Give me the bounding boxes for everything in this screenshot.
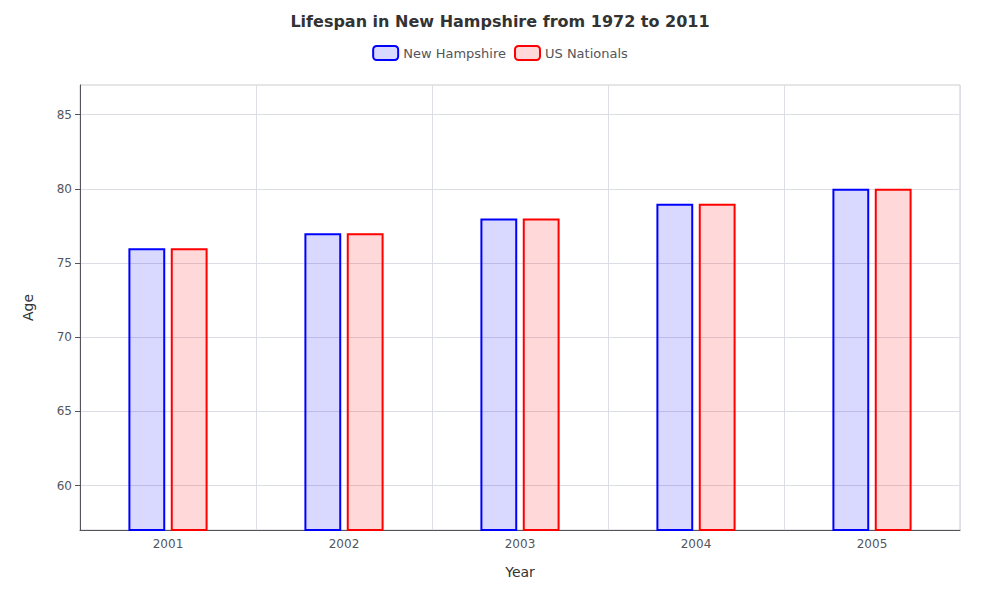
svg-text:Lifespan in New Hampshire from: Lifespan in New Hampshire from 1972 to 2… — [290, 12, 709, 31]
svg-text:US Nationals: US Nationals — [545, 46, 628, 61]
svg-text:75: 75 — [57, 256, 72, 270]
svg-text:New Hampshire: New Hampshire — [403, 46, 506, 61]
svg-text:Year: Year — [504, 564, 535, 580]
svg-text:85: 85 — [57, 108, 72, 122]
svg-text:2003: 2003 — [505, 537, 536, 551]
svg-text:80: 80 — [57, 182, 72, 196]
svg-text:Age: Age — [20, 294, 36, 321]
svg-text:60: 60 — [57, 479, 72, 493]
svg-text:2002: 2002 — [329, 537, 360, 551]
svg-text:65: 65 — [57, 404, 72, 418]
svg-text:2004: 2004 — [681, 537, 712, 551]
svg-text:2001: 2001 — [153, 537, 184, 551]
svg-text:2005: 2005 — [857, 537, 888, 551]
svg-text:70: 70 — [57, 330, 72, 344]
